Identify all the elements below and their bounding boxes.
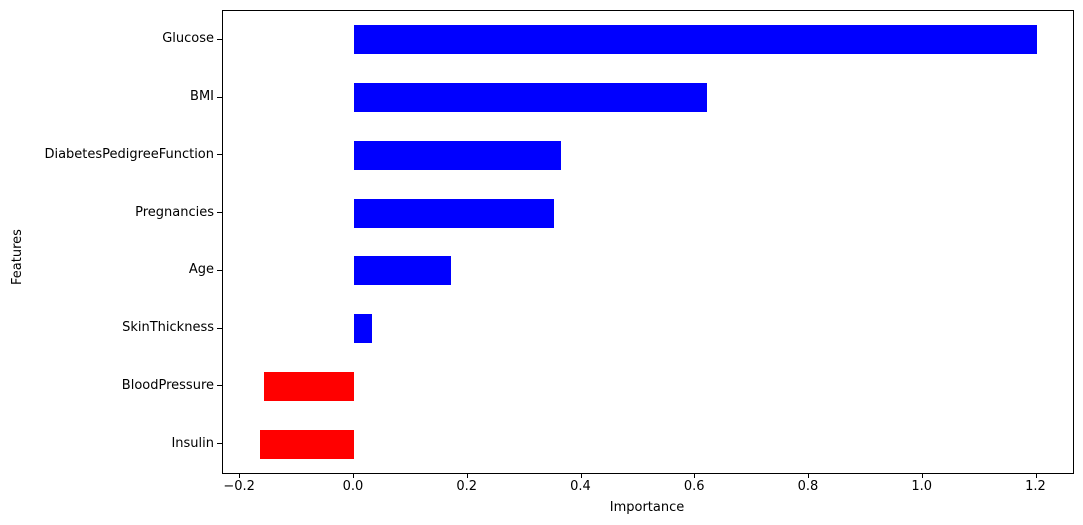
y-tick-mark xyxy=(217,385,222,387)
x-tick-label: 0.0 xyxy=(342,479,364,494)
bar-insulin xyxy=(259,429,354,459)
x-axis-title: Importance xyxy=(609,500,685,515)
y-axis-title: Features xyxy=(10,229,25,285)
y-tick-mark xyxy=(217,38,222,40)
bar-bloodpressure xyxy=(263,371,354,401)
y-tick-mark xyxy=(217,443,222,445)
y-tick-label-insulin: Insulin xyxy=(171,435,214,451)
y-tick-label-glucose: Glucose xyxy=(162,31,214,47)
y-tick-label-skinthickness: SkinThickness xyxy=(122,320,214,336)
x-tick-mark xyxy=(580,473,582,478)
y-tick-mark xyxy=(217,327,222,329)
bar-pregnancies xyxy=(354,198,555,228)
x-tick-mark xyxy=(1035,473,1037,478)
plot-area xyxy=(222,10,1074,474)
x-tick-label: 0.6 xyxy=(683,479,705,494)
x-tick-label: 0.2 xyxy=(456,479,478,494)
bar-diabetespedigreefunction xyxy=(354,140,561,170)
x-tick-mark xyxy=(694,473,696,478)
bar-bmi xyxy=(354,83,707,113)
y-tick-label-diabetespedigreefunction: DiabetesPedigreeFunction xyxy=(44,146,214,162)
x-tick-label: 1.0 xyxy=(911,479,933,494)
x-tick-mark xyxy=(466,473,468,478)
bar-glucose xyxy=(354,25,1037,55)
y-tick-mark xyxy=(217,212,222,214)
x-tick-mark xyxy=(239,473,241,478)
y-tick-label-age: Age xyxy=(188,262,214,278)
y-tick-mark xyxy=(217,269,222,271)
y-tick-label-pregnancies: Pregnancies xyxy=(135,204,214,220)
y-tick-mark xyxy=(217,154,222,156)
y-tick-mark xyxy=(217,96,222,98)
x-tick-label: 0.8 xyxy=(797,479,819,494)
x-tick-mark xyxy=(921,473,923,478)
x-tick-mark xyxy=(353,473,354,478)
y-tick-label-bloodpressure: BloodPressure xyxy=(121,377,214,393)
y-tick-label-bmi: BMI xyxy=(190,89,214,105)
x-tick-label: 1.2 xyxy=(1025,479,1046,494)
x-tick-mark xyxy=(808,473,809,478)
bar-skinthickness xyxy=(354,314,372,344)
x-tick-label: −0.2 xyxy=(223,479,255,494)
x-tick-label: 0.4 xyxy=(570,479,591,494)
bar-age xyxy=(354,256,452,286)
